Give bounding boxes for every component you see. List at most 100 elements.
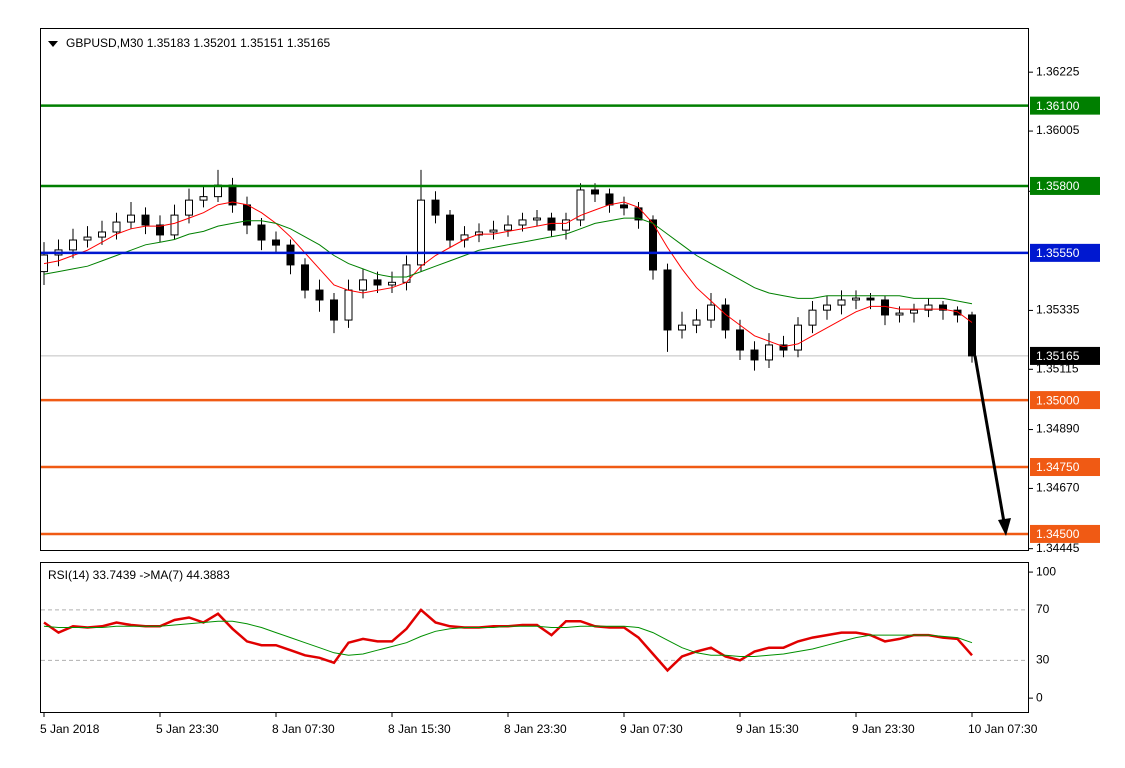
candle-body [692, 319, 701, 326]
candle-body [576, 189, 585, 221]
candle-body [881, 299, 889, 316]
candle-body [736, 329, 744, 351]
candle-body [373, 279, 382, 286]
level-label-box [1030, 96, 1100, 115]
candle-body [750, 349, 759, 361]
candle-body [808, 309, 817, 326]
candle-body [431, 199, 440, 216]
candle-body [185, 199, 193, 216]
candle-body [620, 204, 628, 209]
forecast-arrow [973, 355, 1007, 529]
candle-body [591, 189, 599, 195]
candle-body [257, 224, 266, 241]
candle-body [359, 279, 367, 291]
candle-body [910, 309, 918, 314]
candle-body [489, 229, 498, 233]
y-tick-label: 1.35335 [1036, 303, 1080, 317]
moving-average-line [43, 217, 973, 305]
y-tick-label: 30 [1036, 652, 1050, 666]
x-tick-label: 8 Jan 15:30 [388, 722, 451, 736]
price-panel-frame [40, 28, 1029, 551]
candle-body [837, 299, 846, 306]
candle-body [721, 304, 730, 331]
candle-body [315, 289, 324, 301]
candle-body [286, 244, 295, 266]
candle-body [953, 309, 962, 316]
candle-body [866, 297, 875, 301]
candle-body [562, 219, 570, 231]
candle-body [272, 239, 280, 246]
level-label-box [1030, 524, 1100, 543]
candle-body [69, 239, 77, 251]
y-tick-label: 100 [1036, 564, 1056, 578]
candle-body [112, 221, 121, 233]
forecast-arrowhead [998, 517, 1011, 536]
candle-body [663, 269, 672, 331]
candle-body [779, 344, 788, 351]
level-label: 1.36100 [1036, 99, 1080, 113]
indicator-title: RSI(14) 33.7439 ->MA(7) 44.3883 [48, 568, 230, 582]
current-price-label: 1.35165 [1036, 349, 1080, 363]
x-tick-label: 9 Jan 23:30 [852, 722, 915, 736]
candle-body [141, 214, 150, 226]
x-tick-label: 9 Jan 07:30 [620, 722, 683, 736]
x-tick-label: 10 Jan 07:30 [968, 722, 1038, 736]
candle-body [823, 304, 831, 311]
candle-body [98, 231, 106, 238]
candle-body [243, 204, 251, 226]
moving-average-line [43, 201, 973, 348]
level-label-box [1030, 176, 1100, 195]
candle-body [344, 289, 353, 321]
candle-body [83, 236, 92, 241]
y-tick-label: 1.34445 [1036, 541, 1080, 555]
x-tick-label: 5 Jan 23:30 [156, 722, 219, 736]
level-label: 1.35000 [1036, 393, 1080, 407]
current-price-box [1030, 346, 1100, 365]
candle-body [170, 214, 179, 236]
indicator-line [43, 620, 973, 657]
candle-body [605, 193, 614, 206]
candle-body [518, 219, 527, 226]
y-tick-label: 1.34890 [1036, 422, 1080, 436]
candle-body [707, 304, 715, 321]
level-label-box [1030, 391, 1100, 410]
candle-body [446, 214, 454, 241]
candle-body [924, 304, 933, 311]
level-label: 1.34500 [1036, 527, 1080, 541]
x-tick-label: 8 Jan 23:30 [504, 722, 567, 736]
y-tick-label: 1.34670 [1036, 481, 1080, 495]
y-tick-label: 1.35115 [1036, 361, 1079, 375]
y-tick-label: 0 [1036, 690, 1043, 704]
candle-body [968, 314, 976, 357]
candle-body [649, 219, 657, 271]
x-tick-label: 8 Jan 07:30 [272, 722, 335, 736]
candle-body [939, 304, 947, 311]
candle-body [156, 224, 164, 236]
x-tick-label: 5 Jan 2018 [40, 722, 100, 736]
level-label: 1.34750 [1036, 460, 1080, 474]
collapse-triangle [48, 41, 58, 47]
level-label: 1.35550 [1036, 246, 1080, 260]
x-tick-label: 9 Jan 15:30 [736, 722, 799, 736]
y-tick-label: 1.36225 [1036, 64, 1080, 78]
candle-body [852, 297, 860, 301]
candle-body [533, 217, 541, 221]
rsi-panel-frame [40, 562, 1029, 713]
candle-body [417, 199, 425, 266]
level-label: 1.35800 [1036, 179, 1080, 193]
candle-body [199, 196, 208, 201]
candle-body [301, 264, 309, 291]
candle-body [475, 231, 483, 236]
candle-body [388, 281, 396, 286]
y-tick-label: 1.36005 [1036, 123, 1080, 137]
level-label-box [1030, 243, 1100, 262]
candle-body [330, 299, 338, 321]
candle-body [678, 324, 686, 331]
candle-body [127, 214, 135, 223]
y-tick-label: 70 [1036, 602, 1050, 616]
candle-body [765, 344, 773, 361]
chart-title: GBPUSD,M30 1.35183 1.35201 1.35151 1.351… [66, 36, 331, 50]
candle-body [895, 312, 904, 316]
